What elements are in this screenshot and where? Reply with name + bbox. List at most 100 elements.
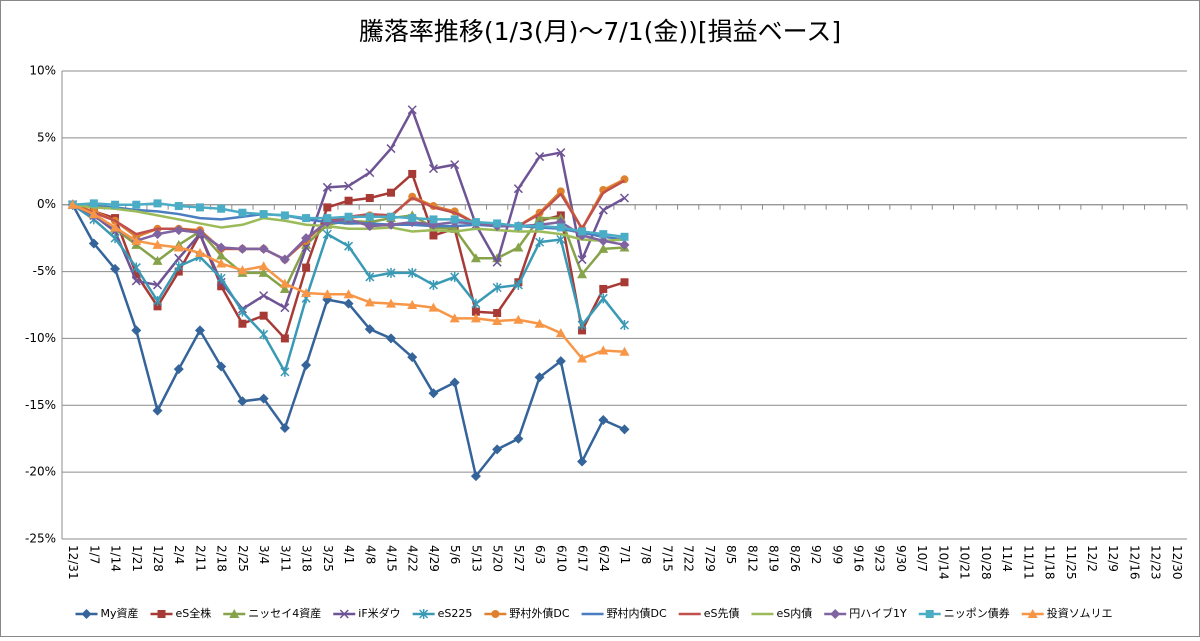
data-point xyxy=(599,230,608,239)
data-point xyxy=(132,270,141,279)
data-point xyxy=(88,238,99,249)
data-point xyxy=(301,360,312,371)
data-point xyxy=(174,261,184,272)
x-tick-label: 8/12 xyxy=(745,545,759,572)
data-point xyxy=(470,253,481,263)
data-point xyxy=(88,209,99,219)
x-tick-label: 4/15 xyxy=(385,545,399,572)
data-point xyxy=(301,233,312,244)
data-point xyxy=(620,232,629,241)
data-point xyxy=(216,242,227,253)
data-point xyxy=(343,298,354,309)
data-point xyxy=(173,364,184,375)
x-tick-label: 10/28 xyxy=(979,545,993,580)
data-point xyxy=(619,193,630,203)
data-point xyxy=(258,393,269,404)
series xyxy=(68,199,630,377)
data-point xyxy=(194,325,205,336)
data-point xyxy=(577,456,588,467)
data-point xyxy=(407,300,418,309)
data-point xyxy=(619,239,630,250)
data-point xyxy=(280,334,289,343)
legend-label: My資産 xyxy=(101,607,139,620)
data-point xyxy=(386,298,397,308)
data-point xyxy=(387,188,396,197)
data-point xyxy=(513,184,523,194)
data-point xyxy=(237,243,248,254)
data-point xyxy=(620,278,629,287)
data-point xyxy=(493,309,502,318)
x-tick-label: 3/25 xyxy=(321,545,335,572)
data-point xyxy=(428,279,438,290)
x-tick-label: 11/25 xyxy=(1064,545,1078,580)
data-point xyxy=(238,319,247,328)
legend-label: ニッポン債券 xyxy=(944,606,1010,620)
x-tick-label: 12/23 xyxy=(1149,545,1163,580)
data-point xyxy=(110,263,121,274)
series xyxy=(68,199,629,241)
legend-label: eS225 xyxy=(438,607,473,620)
data-point xyxy=(513,279,523,290)
data-point xyxy=(492,316,503,326)
data-point xyxy=(449,313,460,323)
data-point xyxy=(237,396,248,407)
data-point xyxy=(132,200,141,209)
y-tick-label: 0% xyxy=(37,197,56,211)
data-point xyxy=(259,291,269,301)
data-point xyxy=(216,273,226,284)
data-point xyxy=(258,243,269,254)
data-point xyxy=(408,169,417,178)
data-point xyxy=(386,144,396,154)
data-point xyxy=(131,276,141,286)
data-point xyxy=(322,182,332,192)
x-tick-label: 12/9 xyxy=(1106,545,1120,572)
x-tick-label: 8/5 xyxy=(724,545,738,564)
x-tick-label: 10/21 xyxy=(958,545,972,580)
data-point xyxy=(428,388,439,399)
legend-marker xyxy=(157,610,166,618)
series xyxy=(67,199,630,482)
data-point xyxy=(555,356,566,367)
data-point xyxy=(513,242,524,252)
data-point xyxy=(535,222,544,231)
x-tick-label: 6/17 xyxy=(576,545,590,572)
data-point xyxy=(470,471,481,482)
legend-marker xyxy=(81,609,92,619)
y-tick-label: -25% xyxy=(25,532,56,546)
data-point xyxy=(429,231,438,240)
data-point xyxy=(258,267,269,277)
data-point xyxy=(365,168,375,178)
x-tick-label: 11/11 xyxy=(1021,545,1035,580)
data-point xyxy=(556,148,566,158)
x-tick-label: 9/16 xyxy=(851,545,865,572)
x-tick-label: 11/4 xyxy=(1000,545,1014,572)
data-point xyxy=(152,255,163,265)
x-tick-label: 3/4 xyxy=(257,545,271,564)
y-tick-label: 10% xyxy=(29,64,56,78)
data-point xyxy=(279,278,290,288)
x-tick-label: 2/11 xyxy=(193,545,207,572)
data-point xyxy=(323,214,332,223)
data-point xyxy=(152,229,163,240)
y-tick-label: -10% xyxy=(25,331,56,345)
x-tick-label: 1/21 xyxy=(130,545,144,572)
x-tick-label: 2/25 xyxy=(236,545,250,572)
legend-marker xyxy=(1027,609,1038,618)
data-point xyxy=(386,267,396,278)
x-tick-label: 6/3 xyxy=(533,545,547,564)
x-tick-label: 12/30 xyxy=(1170,545,1184,580)
legend-label: 円ハイブ1Y xyxy=(849,606,907,620)
data-point xyxy=(577,320,587,331)
y-tick-label: 5% xyxy=(37,130,56,144)
x-tick-label: 10/7 xyxy=(915,545,929,572)
legend-marker xyxy=(491,610,500,618)
x-tick-label: 6/10 xyxy=(554,545,568,572)
legend-label: 野村外債DC xyxy=(509,606,569,620)
data-point xyxy=(365,212,374,221)
x-tick-label: 12/16 xyxy=(1127,545,1141,580)
data-point xyxy=(364,221,375,232)
x-tick-label: 4/1 xyxy=(342,545,356,564)
data-point xyxy=(237,265,248,275)
legend-marker xyxy=(830,609,841,619)
